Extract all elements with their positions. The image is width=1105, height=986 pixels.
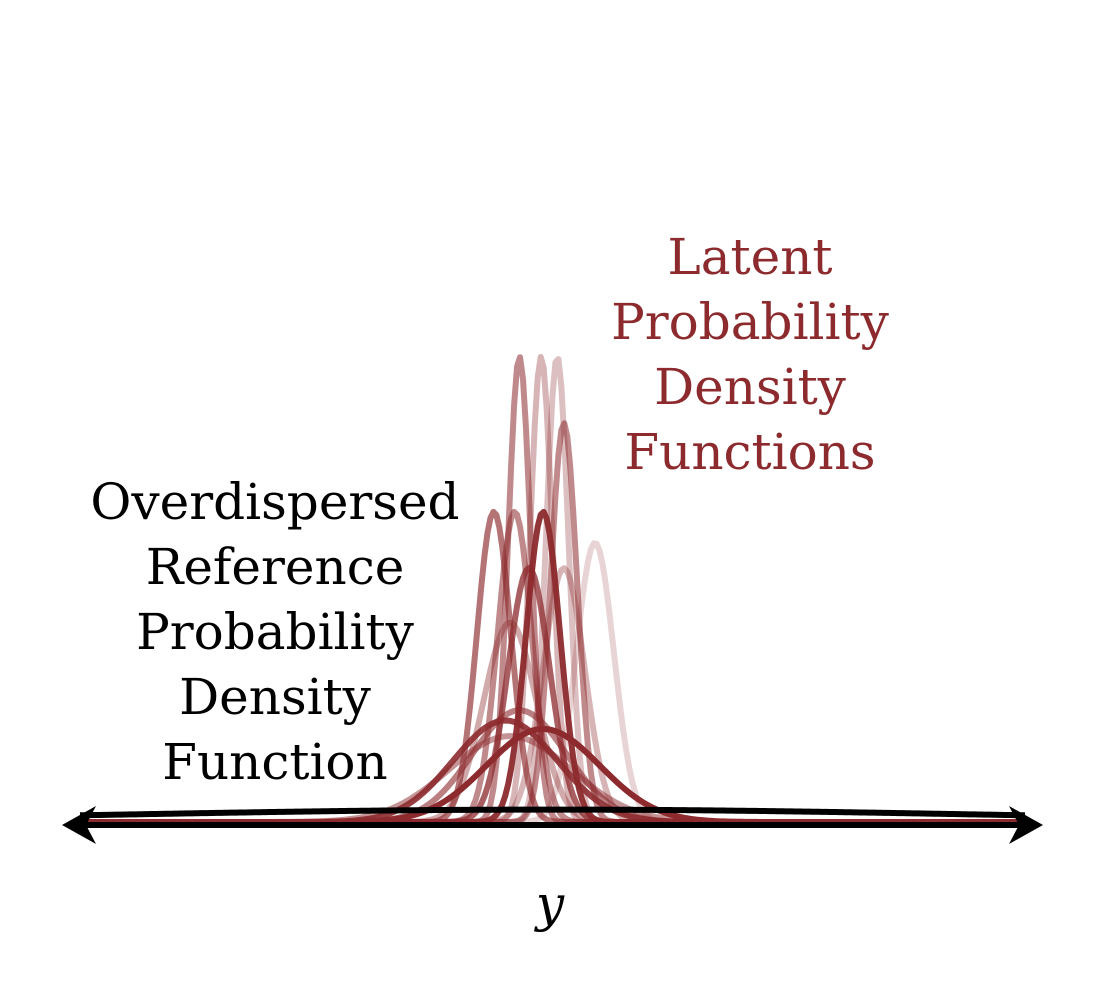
reference-label-line: Overdispersed [90, 473, 460, 531]
y-axis-line [62, 806, 1043, 844]
reference-density-curve-group [79, 806, 1026, 819]
latent-densities-label: Latent Probability Density Functions [590, 225, 910, 485]
latent-label-line: Probability [611, 293, 889, 351]
axis-right-arrowhead [1009, 806, 1043, 844]
latent-label-line: Density [654, 358, 846, 416]
reference-density-curve [79, 806, 1026, 819]
latent-label-line: Functions [624, 423, 876, 481]
reference-label-line: Density [179, 668, 371, 726]
reference-label-line: Function [162, 733, 388, 791]
reference-label-line: Probability [136, 603, 414, 661]
reference-density-label: Overdispersed Reference Probability Dens… [80, 470, 470, 795]
axis-label: y [535, 875, 565, 933]
latent-label-line: Latent [667, 228, 833, 286]
reference-label-line: Reference [145, 538, 405, 596]
axis-left-arrowhead [62, 806, 96, 844]
